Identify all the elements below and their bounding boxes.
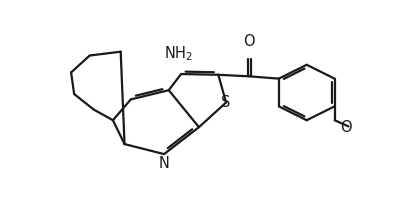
- Text: N: N: [159, 156, 169, 171]
- Text: O: O: [243, 34, 255, 49]
- Text: S: S: [221, 95, 231, 110]
- Text: O: O: [340, 120, 352, 135]
- Text: NH$_2$: NH$_2$: [164, 44, 193, 63]
